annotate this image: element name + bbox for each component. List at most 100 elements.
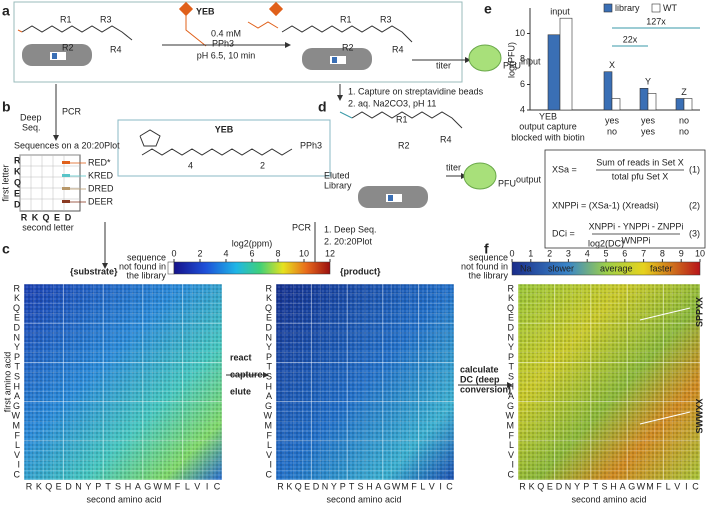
axis-label: second letter — [22, 222, 74, 232]
equation: XNPPi = (XSa-1) (Xreadsi) — [552, 200, 659, 210]
col-letter: D — [65, 212, 72, 222]
yeb-frame — [117, 119, 331, 177]
colorbar-tick-label: 10 — [695, 248, 705, 258]
col-amino-acid: S — [601, 481, 607, 491]
row-amino-acid: W — [506, 411, 515, 421]
row-amino-acid: E — [266, 313, 272, 323]
calc-step: conversion) — [460, 384, 511, 394]
col-amino-acid: W — [637, 481, 646, 491]
colorbar-tick-label: 2 — [547, 248, 552, 258]
col-amino-acid: M — [164, 481, 172, 491]
row-amino-acid: S — [14, 371, 20, 381]
colorbar-tick-label: 5 — [603, 248, 608, 258]
col-amino-acid: H — [125, 481, 132, 491]
axis-label: second amino acid — [571, 494, 646, 504]
colorbar-tick-label: 2 — [197, 248, 202, 258]
row-amino-acid: L — [267, 440, 272, 450]
row-amino-acid: M — [13, 420, 21, 430]
y-tick-label: 10 — [515, 28, 525, 38]
panel-label: f — [484, 241, 489, 257]
col-amino-acid: L — [185, 481, 190, 491]
legend-label: library — [615, 3, 640, 13]
col-amino-acid: E — [56, 481, 62, 491]
calc-step: calculate — [460, 364, 499, 374]
ylide: PPh3 — [212, 38, 234, 48]
col-letter: R — [21, 212, 28, 222]
row-amino-acid: P — [14, 352, 20, 362]
row-amino-acid: G — [507, 401, 514, 411]
scale-word: faster — [650, 263, 673, 273]
row-letter: R — [14, 155, 21, 165]
col-amino-acid: C — [692, 481, 699, 491]
row-amino-acid: A — [14, 391, 20, 401]
scale-word: Na — [520, 263, 532, 273]
colorbar-tick-label: 4 — [223, 248, 228, 258]
row-amino-acid: C — [266, 469, 273, 479]
denominator: WNPPi — [622, 235, 651, 245]
col-amino-acid: T — [105, 481, 111, 491]
row-letter: D — [14, 199, 21, 209]
step: PCR — [62, 106, 82, 116]
row-amino-acid: H — [14, 381, 21, 391]
r-group: R4 — [110, 44, 122, 54]
colorbar-tick-label: 6 — [622, 248, 627, 258]
step: Seq. — [22, 122, 41, 132]
condition: yes — [641, 126, 656, 136]
col-amino-acid: W — [153, 481, 162, 491]
col-amino-acid: F — [411, 481, 417, 491]
col-amino-acid: K — [36, 481, 42, 491]
y-tick-label: 4 — [520, 104, 525, 114]
ylide: PPh3 — [300, 140, 322, 150]
col-amino-acid: S — [358, 481, 364, 491]
col-letter: Q — [42, 212, 49, 222]
numerator: XNPPi - YNPPi - ZNPPi — [589, 221, 684, 231]
col-amino-acid: N — [322, 481, 329, 491]
bar — [547, 34, 561, 111]
panel-label: c — [2, 241, 10, 257]
subscript: 2 — [260, 160, 265, 170]
col-amino-acid: T — [349, 481, 355, 491]
legend-swatch — [603, 3, 613, 13]
col-amino-acid: M — [401, 481, 409, 491]
col-amino-acid: Y — [574, 481, 580, 491]
row-amino-acid: Y — [14, 342, 20, 352]
condition: no — [679, 126, 689, 136]
row-label: blocked with biotin — [511, 132, 585, 142]
row-amino-acid: D — [266, 322, 273, 332]
col-amino-acid: M — [646, 481, 654, 491]
panel-label: b — [2, 99, 11, 115]
colorbar-tick-label: 6 — [249, 248, 254, 258]
row-amino-acid: N — [14, 332, 21, 342]
axis-label: second amino acid — [326, 494, 401, 504]
row-amino-acid: I — [17, 460, 20, 470]
colorbar-tick-label: 1 — [528, 248, 533, 258]
row-amino-acid: H — [508, 381, 515, 391]
colorbar-tick-label: 7 — [641, 248, 646, 258]
colorbar-tick-label: 0 — [509, 248, 514, 258]
missing-note: sequence — [127, 252, 166, 262]
step: react — [230, 352, 252, 362]
col-amino-acid: Q — [537, 481, 544, 491]
row-amino-acid: F — [15, 430, 21, 440]
col-amino-acid: F — [656, 481, 662, 491]
bar — [639, 88, 649, 111]
row-amino-acid: C — [14, 469, 21, 479]
row-amino-acid: L — [509, 440, 514, 450]
pfu-sup: input — [521, 56, 541, 66]
row-amino-acid: N — [508, 332, 515, 342]
concentration: 0.4 mM — [211, 28, 241, 38]
row-amino-acid: Q — [13, 303, 20, 313]
row-amino-acid: I — [511, 460, 514, 470]
col-amino-acid: N — [565, 481, 572, 491]
colorbar-title: log2(DC) — [588, 238, 624, 248]
example-mark — [62, 174, 70, 177]
col-amino-acid: H — [366, 481, 373, 491]
legend-swatch — [651, 3, 661, 13]
col-amino-acid: D — [313, 481, 320, 491]
example-label: KRED — [88, 170, 114, 180]
bar — [603, 71, 613, 111]
condition: yes — [641, 115, 656, 125]
bar — [559, 17, 573, 111]
row-amino-acid: H — [266, 381, 273, 391]
